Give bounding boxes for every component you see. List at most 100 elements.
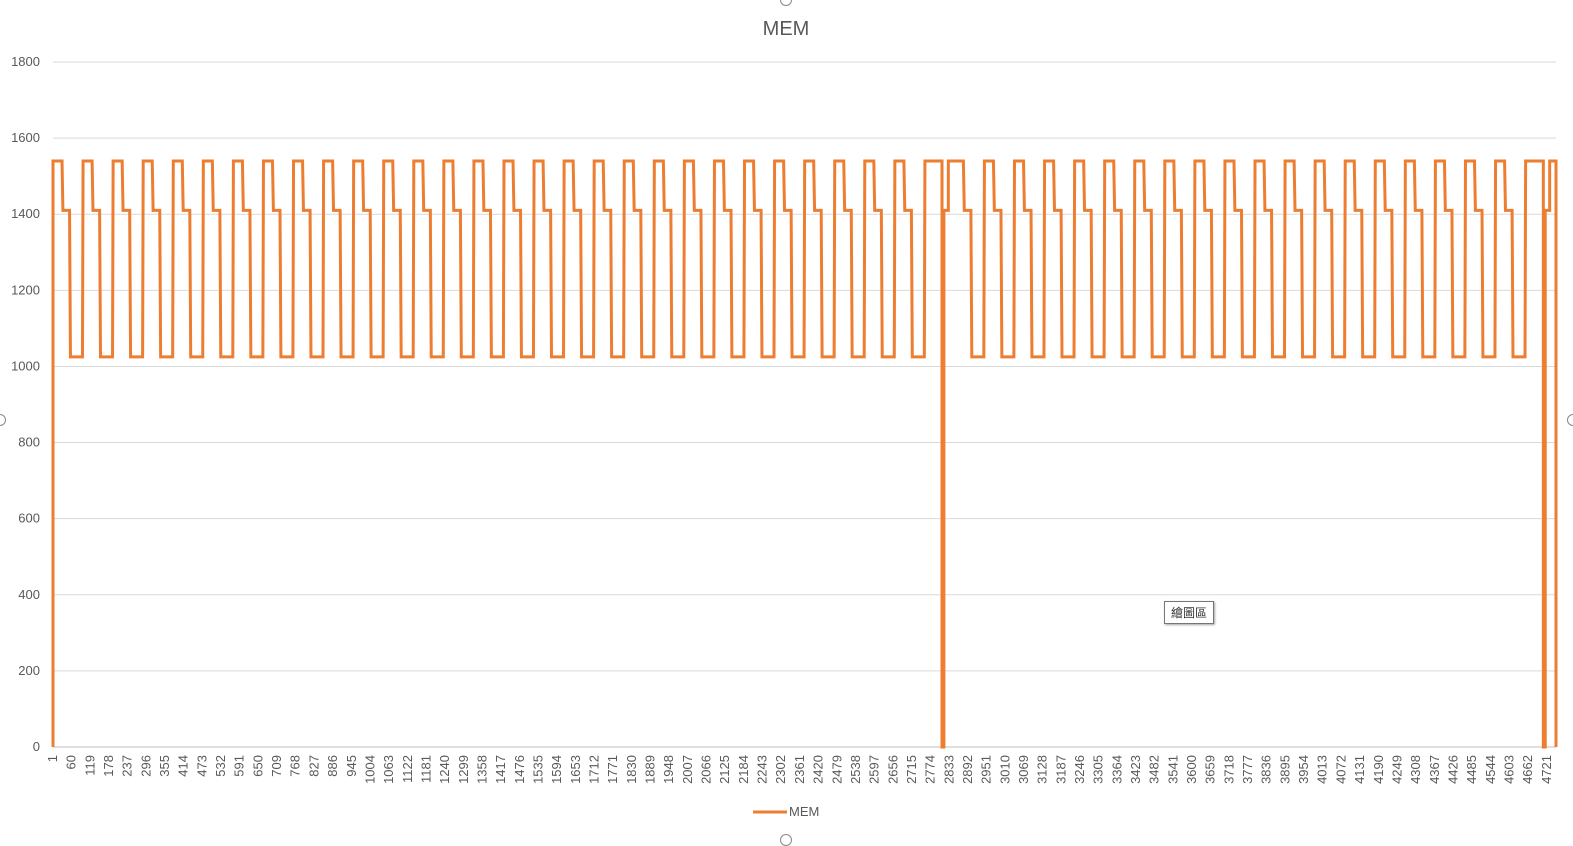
legend-label-mem: MEM — [789, 804, 819, 819]
x-tick-label: 4426 — [1445, 755, 1460, 784]
y-tick-label: 0 — [33, 739, 40, 754]
x-tick-label: 355 — [157, 755, 172, 777]
x-tick-label: 3069 — [1016, 755, 1031, 784]
x-tick-label: 1063 — [381, 755, 396, 784]
x-tick-label: 2125 — [717, 755, 732, 784]
x-tick-label: 709 — [269, 755, 284, 777]
x-tick-label: 178 — [101, 755, 116, 777]
x-tick-label: 3305 — [1091, 755, 1106, 784]
x-tick-label: 532 — [213, 755, 228, 777]
y-axis: 0 200 400 600 800 1000 1200 1400 1600 1800 — [11, 54, 40, 754]
x-tick-label: 3541 — [1165, 755, 1180, 784]
x-axis: 1 60 119 178 237 296 355 414 473 532 591 650 709 768 8… — [45, 755, 1554, 784]
x-tick-label: 237 — [120, 755, 135, 777]
x-tick-label: 1181 — [418, 755, 433, 783]
series-mem[interactable] — [51, 159, 1558, 749]
x-tick-label: 3777 — [1240, 755, 1255, 784]
x-tick-label: 2833 — [941, 755, 956, 784]
x-tick-label: 2538 — [848, 755, 863, 784]
x-tick-label: 1771 — [605, 755, 620, 784]
x-tick-label: 4367 — [1427, 755, 1442, 784]
x-tick-label: 2951 — [979, 755, 994, 784]
x-tick-label: 827 — [306, 755, 321, 777]
x-tick-label: 4721 — [1539, 755, 1554, 784]
y-tick-label: 1200 — [11, 282, 40, 297]
resize-handle-bottom[interactable] — [780, 834, 792, 846]
x-tick-label: 4485 — [1464, 755, 1479, 784]
x-tick-label: 1122 — [400, 755, 415, 783]
x-tick-label: 3482 — [1147, 755, 1162, 784]
y-tick-label: 600 — [18, 511, 40, 526]
x-tick-label: 1299 — [456, 755, 471, 784]
x-tick-label: 4308 — [1408, 755, 1423, 784]
plot-area-tooltip: 繪圖區 — [1164, 601, 1215, 624]
x-tick-label: 2597 — [867, 755, 882, 784]
x-tick-label: 1358 — [474, 755, 489, 784]
x-tick-label: 2715 — [904, 755, 919, 784]
x-tick-label: 3187 — [1053, 755, 1068, 784]
x-tick-label: 4131 — [1352, 755, 1367, 784]
x-tick-label: 3659 — [1203, 755, 1218, 784]
x-tick-label: 1948 — [661, 755, 676, 784]
x-tick-label: 1 — [45, 755, 60, 762]
y-tick-label: 1400 — [11, 206, 40, 221]
x-tick-label: 2184 — [736, 755, 751, 784]
x-tick-label: 1830 — [624, 755, 639, 784]
y-tick-label: 1000 — [11, 358, 40, 373]
x-tick-label: 3423 — [1128, 755, 1143, 784]
x-tick-label: 60 — [64, 755, 79, 769]
y-tick-label: 400 — [18, 587, 40, 602]
x-tick-label: 1653 — [568, 755, 583, 784]
x-tick-label: 2007 — [680, 755, 695, 784]
resize-handle-right[interactable] — [1567, 414, 1573, 426]
x-tick-label: 119 — [82, 755, 97, 776]
x-tick-label: 1417 — [493, 755, 508, 784]
y-tick-label: 200 — [18, 663, 40, 678]
x-tick-label: 3895 — [1277, 755, 1292, 784]
x-tick-label: 886 — [325, 755, 340, 777]
x-tick-label: 4072 — [1333, 755, 1348, 784]
x-tick-label: 1535 — [530, 755, 545, 784]
x-tick-label: 3836 — [1259, 755, 1274, 784]
x-tick-label: 4190 — [1371, 755, 1386, 784]
y-tick-label: 1800 — [11, 54, 40, 69]
x-tick-label: 1594 — [549, 755, 564, 784]
x-tick-label: 2243 — [755, 755, 770, 784]
x-tick-label: 2892 — [960, 755, 975, 784]
x-tick-label: 2420 — [811, 755, 826, 784]
x-tick-label: 4249 — [1389, 755, 1404, 784]
x-tick-label: 2479 — [829, 755, 844, 784]
x-tick-label: 3600 — [1184, 755, 1199, 784]
x-tick-label: 296 — [138, 755, 153, 777]
x-tick-label: 768 — [288, 755, 303, 777]
x-tick-label: 3128 — [1035, 755, 1050, 784]
gridlines — [53, 61, 1556, 748]
x-tick-label: 650 — [250, 755, 265, 777]
x-tick-label: 1889 — [643, 755, 658, 784]
series-line-mem[interactable] — [51, 159, 1558, 749]
x-tick-label: 4544 — [1483, 755, 1498, 784]
x-tick-label: 414 — [176, 755, 191, 777]
x-tick-label: 945 — [344, 755, 359, 777]
x-tick-label: 3954 — [1296, 755, 1311, 784]
x-tick-label: 3718 — [1221, 755, 1236, 784]
x-tick-label: 3010 — [997, 755, 1012, 784]
x-tick-label: 4662 — [1520, 755, 1535, 784]
x-tick-label: 1712 — [587, 755, 602, 784]
x-tick-label: 3246 — [1072, 755, 1087, 784]
x-tick-label: 1240 — [437, 755, 452, 784]
x-tick-label: 2774 — [923, 755, 938, 784]
x-tick-label: 4603 — [1501, 755, 1516, 784]
x-tick-label: 1476 — [512, 755, 527, 784]
x-tick-label: 2066 — [699, 755, 714, 784]
x-tick-label: 3364 — [1109, 755, 1124, 784]
x-tick-label: 473 — [194, 755, 209, 777]
chart-title[interactable]: MEM — [763, 18, 810, 40]
legend[interactable]: MEM — [753, 804, 819, 819]
x-tick-label: 2302 — [773, 755, 788, 784]
x-tick-label: 2361 — [792, 755, 807, 784]
x-tick-label: 1004 — [362, 755, 377, 784]
x-tick-label: 4013 — [1315, 755, 1330, 784]
